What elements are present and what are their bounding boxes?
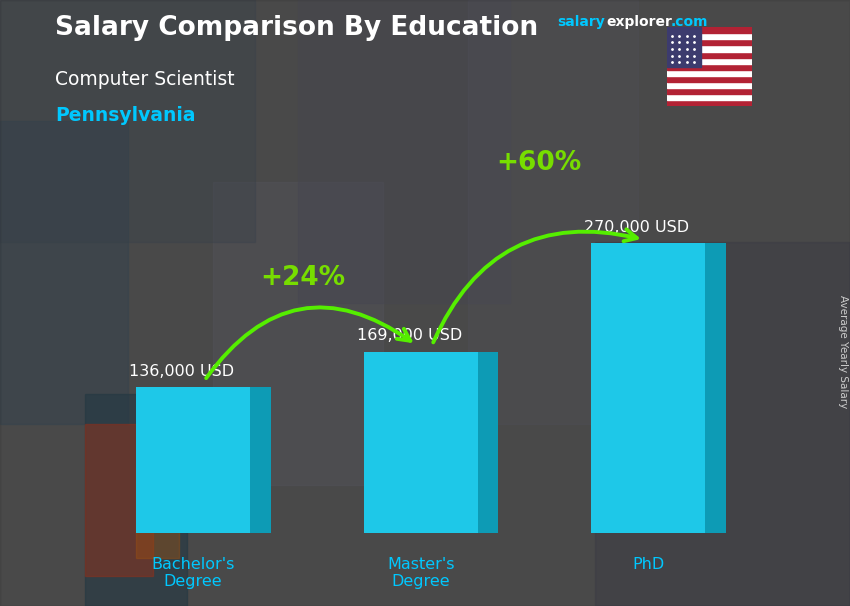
Bar bbox=[667, 45, 752, 52]
Text: explorer: explorer bbox=[606, 15, 672, 29]
Bar bbox=[136, 467, 178, 558]
Bar bbox=[667, 94, 752, 100]
Bar bbox=[667, 76, 752, 82]
Bar bbox=[667, 88, 752, 94]
Bar bbox=[667, 27, 701, 67]
Text: +60%: +60% bbox=[496, 150, 581, 176]
Text: 270,000 USD: 270,000 USD bbox=[585, 219, 689, 235]
Bar bbox=[667, 64, 752, 70]
Bar bbox=[667, 82, 752, 88]
Text: Pennsylvania: Pennsylvania bbox=[55, 106, 196, 125]
Text: .com: .com bbox=[671, 15, 708, 29]
Bar bbox=[85, 424, 153, 576]
Text: Bachelor's
Degree: Bachelor's Degree bbox=[151, 556, 235, 589]
Bar bbox=[667, 70, 752, 76]
Bar bbox=[667, 33, 752, 39]
Text: +24%: +24% bbox=[260, 265, 345, 291]
Bar bbox=[595, 242, 850, 606]
Bar bbox=[667, 27, 752, 33]
Bar bbox=[0, 0, 255, 242]
Bar bbox=[364, 351, 478, 533]
Bar bbox=[667, 39, 752, 45]
Text: 136,000 USD: 136,000 USD bbox=[129, 364, 235, 379]
Polygon shape bbox=[250, 387, 270, 533]
Bar bbox=[298, 0, 510, 303]
Text: 169,000 USD: 169,000 USD bbox=[357, 328, 462, 343]
Bar bbox=[0, 121, 128, 424]
Bar bbox=[592, 243, 705, 533]
Polygon shape bbox=[478, 351, 498, 533]
Polygon shape bbox=[706, 243, 726, 533]
Bar bbox=[212, 182, 382, 485]
Text: Salary Comparison By Education: Salary Comparison By Education bbox=[55, 15, 538, 41]
Bar bbox=[136, 387, 250, 533]
Bar bbox=[667, 52, 752, 58]
Text: Average Yearly Salary: Average Yearly Salary bbox=[838, 295, 848, 408]
Text: salary: salary bbox=[557, 15, 604, 29]
Bar bbox=[468, 0, 638, 424]
Bar bbox=[85, 394, 187, 606]
Text: Master's
Degree: Master's Degree bbox=[387, 556, 455, 589]
Bar bbox=[667, 100, 752, 106]
Bar bbox=[667, 58, 752, 64]
Text: Computer Scientist: Computer Scientist bbox=[55, 70, 235, 88]
Text: PhD: PhD bbox=[632, 556, 665, 571]
